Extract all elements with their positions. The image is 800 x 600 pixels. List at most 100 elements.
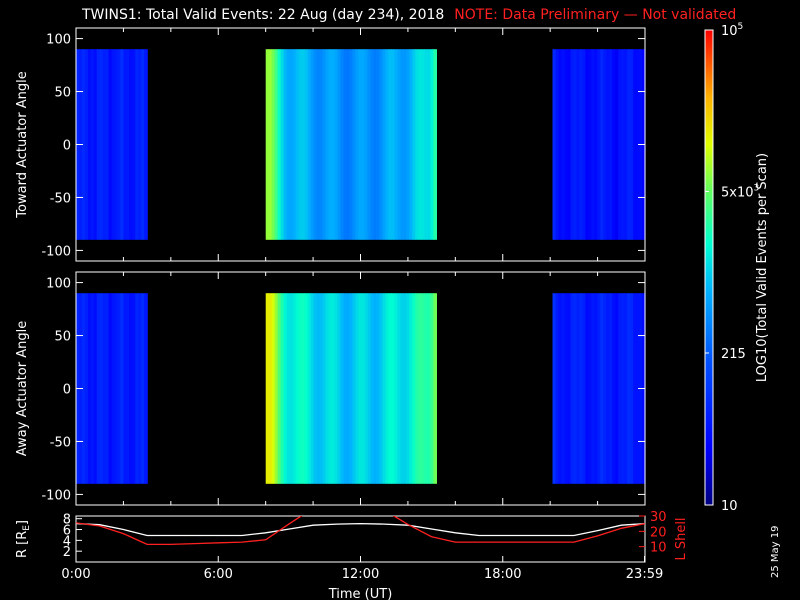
heatmap-cell (385, 49, 390, 240)
heatmap-cell (370, 293, 375, 484)
heatmap-cell (310, 293, 315, 484)
colorbar-gradient (704, 29, 714, 506)
heatmap-cell (421, 49, 425, 240)
data-segment-1 (76, 293, 148, 484)
heatmap-cell (418, 49, 422, 240)
heatmap-cell (108, 49, 113, 240)
heatmap-cell (403, 49, 407, 240)
date-stamp: 25 May 19 (770, 525, 781, 578)
y2-tick-label: 20 (650, 525, 667, 540)
heatmap-cell (576, 293, 580, 484)
y-tick-label: -50 (50, 435, 71, 450)
heatmap-cell (319, 49, 324, 240)
heatmap-cell (630, 49, 634, 240)
heatmap-cell (111, 49, 116, 240)
heatmap-cell (346, 49, 351, 240)
heatmap-panel-2: 100 50 0 -50 -100 Away Actuator Angle (15, 271, 646, 506)
heatmap-cell (304, 293, 309, 484)
heatmap-cell (561, 293, 566, 484)
heatmap-cell (633, 49, 637, 240)
heatmap-cell (337, 49, 342, 240)
heatmap-cell (268, 293, 273, 484)
heatmap-cell (126, 49, 130, 240)
data-segment-2 (265, 49, 437, 240)
data-segment-1 (76, 49, 148, 240)
heatmap-cell (612, 49, 616, 240)
heatmap-cell (433, 49, 437, 240)
x-tick-label: 23:59 (626, 567, 663, 582)
heatmap-cell (361, 49, 366, 240)
heatmap-cell (346, 293, 351, 484)
heatmap-cell (406, 293, 410, 484)
heatmap-cell (379, 293, 384, 484)
y-tick-label: -50 (50, 191, 71, 206)
heatmap-cell (397, 49, 401, 240)
heatmap-cell (606, 49, 610, 240)
colorbar: 10 215 5x103 105 LOG10(Total Valid Events pe… (704, 22, 770, 514)
x-tick-label: 12:00 (342, 567, 379, 582)
heatmap-cell (90, 293, 95, 484)
heatmap-cell (117, 293, 122, 484)
heatmap-cell (597, 293, 601, 484)
heatmap-cell (322, 49, 327, 240)
y-tick-label: 6 (63, 524, 71, 539)
colorbar-tick-label: 10 (721, 499, 738, 514)
heatmap-cell (93, 293, 98, 484)
heatmap-cell (277, 293, 282, 484)
heatmap-cell (624, 293, 628, 484)
heatmap-cell (301, 49, 306, 240)
heatmap-cell (379, 49, 384, 240)
heatmap-cell (606, 293, 610, 484)
heatmap-cell (579, 293, 583, 484)
heatmap-cell (334, 49, 339, 240)
heatmap-cell (382, 49, 387, 240)
data-segment-3 (552, 49, 646, 240)
heatmap-cell (367, 293, 372, 484)
heatmap-cell (355, 49, 360, 240)
heatmap-cell (126, 293, 130, 484)
heatmap-cell (289, 49, 294, 240)
heatmap-cell (295, 49, 300, 240)
heatmap-cell (99, 293, 104, 484)
heatmap-cell (84, 49, 89, 240)
heatmap-cell (615, 293, 619, 484)
heatmap-cell (591, 49, 595, 240)
heatmap-cell (630, 293, 634, 484)
y-tick-label: 100 (46, 33, 71, 48)
heatmap-cell (376, 49, 381, 240)
heatmap-cell (364, 293, 369, 484)
heatmap-cell (102, 293, 107, 484)
heatmap-cell (331, 293, 336, 484)
heatmap-cell (618, 293, 622, 484)
heatmap-cell (334, 293, 339, 484)
heatmap-cell (403, 293, 407, 484)
heatmap-cell (328, 49, 333, 240)
heatmap-cell (582, 293, 586, 484)
heatmap-cell (564, 49, 569, 240)
heatmap-cell (361, 293, 366, 484)
heatmap-cell (612, 293, 616, 484)
heatmap-cell (87, 49, 92, 240)
heatmap-cell (99, 49, 104, 240)
heatmap-cell (618, 49, 622, 240)
heatmap-cell (280, 49, 285, 240)
heatmap-cell (105, 293, 110, 484)
heatmap-cell (343, 49, 348, 240)
colorbar-tick-label: 105 (721, 22, 743, 39)
heatmap-cell (120, 49, 125, 240)
heatmap-cell (424, 293, 428, 484)
heatmap-cell (280, 293, 285, 484)
heatmap-cell (376, 293, 381, 484)
heatmap-cell (286, 49, 291, 240)
heatmap-cell (96, 49, 101, 240)
heatmap-cell (331, 49, 336, 240)
heatmap-cell (283, 293, 288, 484)
heatmap-cell (265, 49, 270, 240)
heatmap-cell (409, 293, 413, 484)
heatmap-cell (87, 293, 92, 484)
y-tick-label: -100 (41, 488, 71, 503)
heatmap-cell (633, 293, 637, 484)
heatmap-cell (615, 49, 619, 240)
